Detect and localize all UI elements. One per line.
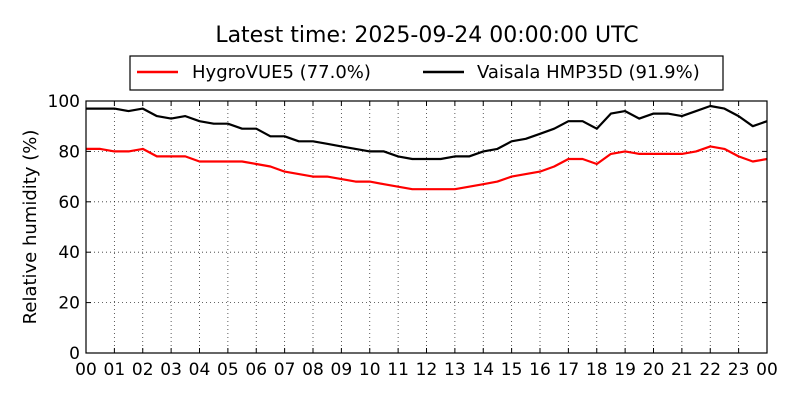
grid-lines: [86, 101, 767, 353]
x-tick-label: 13: [444, 360, 466, 380]
x-tick-label: 01: [104, 360, 126, 380]
x-tick-label: 20: [643, 360, 665, 380]
x-tick-labels: 00 01 02 03 04 05 06 07 08 09 10 11 12 13 14 15 16 17 18 19…: [75, 360, 778, 380]
series-line-hygrovue5: [86, 145, 768, 191]
x-tick-label: 07: [274, 360, 296, 380]
x-tick-label: 00: [75, 360, 97, 380]
x-tick-label: 17: [558, 360, 580, 380]
y-tick-label: 20: [58, 294, 80, 314]
x-tick-label: 21: [671, 360, 693, 380]
x-tick-label: 22: [699, 360, 721, 380]
y-tick-label: 40: [58, 243, 80, 263]
x-tick-label: 06: [245, 360, 267, 380]
x-tick-label: 23: [728, 360, 750, 380]
y-tick-label: 0: [69, 344, 80, 364]
y-tick-label: 100: [48, 92, 80, 112]
chart-title: Latest time: 2025-09-24 00:00:00 UTC: [215, 23, 638, 48]
y-tick-label: 80: [58, 142, 80, 162]
x-tick-label: 18: [586, 360, 608, 380]
series-line-vaisala: [86, 104, 768, 161]
legend-label-vaisala: Vaisala HMP35D (91.9%): [477, 62, 700, 83]
x-tick-label: 08: [302, 360, 324, 380]
x-tick-label: 16: [529, 360, 551, 380]
legend-label-hygrovue5: HygroVUE5 (77.0%): [192, 62, 371, 83]
x-tick-label: 11: [387, 360, 409, 380]
x-tick-label: 05: [217, 360, 239, 380]
x-tick-label: 04: [189, 360, 211, 380]
legend: HygroVUE5 (77.0%) Vaisala HMP35D (91.9%): [129, 55, 724, 91]
x-tick-label: 15: [501, 360, 523, 380]
y-tick-label: 60: [58, 193, 80, 213]
x-tick-label: 03: [160, 360, 182, 380]
x-tick-label: 10: [359, 360, 381, 380]
x-tick-label: 00: [756, 360, 778, 380]
series-layer: [86, 104, 768, 191]
x-tick-label: 09: [331, 360, 353, 380]
x-tick-label: 14: [472, 360, 494, 380]
x-tick-label: 19: [614, 360, 636, 380]
y-tick-labels: 0 20 40 60 80 100: [48, 92, 80, 364]
x-tick-label: 12: [416, 360, 438, 380]
plot-frame: [85, 100, 768, 354]
y-axis-label: Relative humidity (%): [20, 130, 41, 325]
axis-ticks: [85, 100, 768, 354]
x-tick-label: 02: [132, 360, 154, 380]
